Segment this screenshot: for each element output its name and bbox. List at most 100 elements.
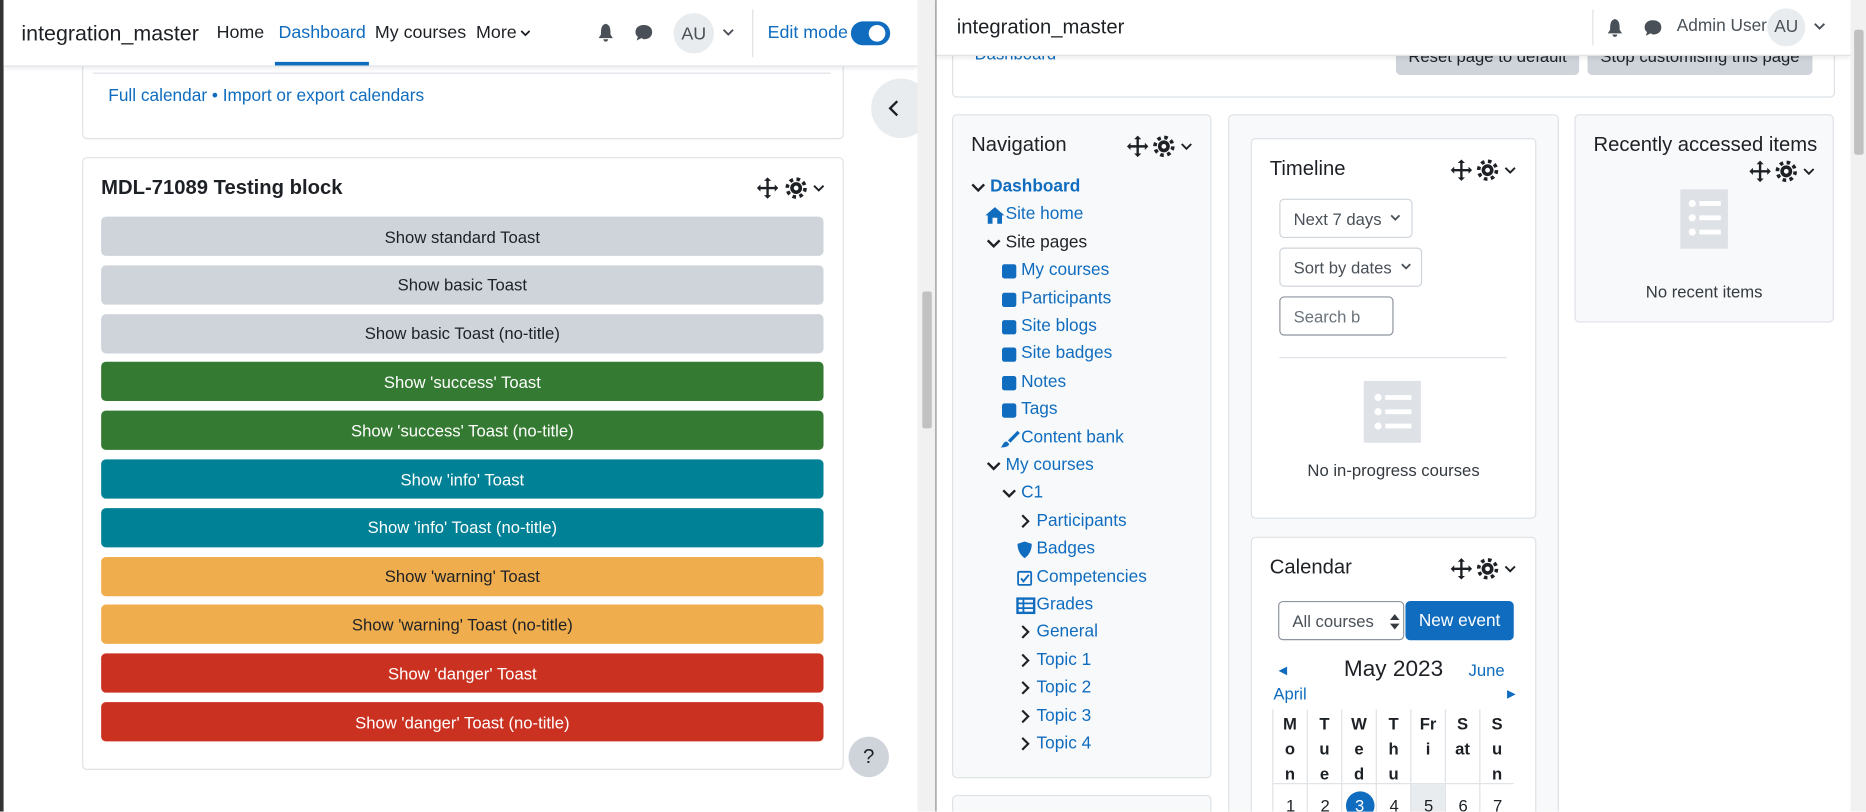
next-arrow[interactable]: ►: [1504, 685, 1519, 703]
nav-link[interactable]: More: [476, 22, 517, 43]
search-input[interactable]: Search b: [1279, 296, 1394, 336]
toast-button[interactable]: Show 'info' Toast: [101, 459, 824, 499]
nav-item[interactable]: C1: [1021, 483, 1044, 503]
chevron: [1390, 214, 1401, 221]
nav-item[interactable]: Topic 1: [1036, 650, 1092, 670]
day-number: 3: [1345, 791, 1374, 812]
toast-button[interactable]: Show 'danger' Toast (no-title): [101, 702, 824, 742]
separator: •: [211, 86, 218, 106]
import-link[interactable]: Import or export calendars: [222, 86, 425, 106]
nav-link[interactable]: Home: [216, 22, 265, 43]
day-cell[interactable]: 2: [1306, 784, 1342, 812]
header-icons[interactable]: [1607, 18, 1668, 39]
course-select[interactable]: All courses: [1278, 600, 1405, 641]
block-controls[interactable]: [1450, 557, 1523, 581]
nav-item[interactable]: Site blogs: [1021, 316, 1097, 336]
nav-link[interactable]: Dashboard: [278, 22, 366, 43]
toast-button[interactable]: Show 'info' Toast (no-title): [101, 507, 824, 548]
left-scrollbar: [917, 0, 936, 812]
nav-item[interactable]: Competencies: [1036, 567, 1147, 587]
toast-button[interactable]: Show 'danger' Toast: [101, 653, 824, 693]
day-cell[interactable]: 6: [1444, 784, 1480, 812]
block-controls[interactable]: [1126, 134, 1199, 158]
day-number: 4: [1389, 796, 1399, 812]
site-name[interactable]: integration_master: [21, 21, 199, 46]
prev-month[interactable]: April: [1273, 684, 1307, 704]
scrollbar-thumb[interactable]: [1854, 29, 1864, 155]
nav-item[interactable]: Site home: [1005, 205, 1084, 225]
nav-item[interactable]: My courses: [1005, 455, 1094, 475]
chevron: [520, 30, 531, 37]
filter-label: Next 7 days: [1293, 208, 1382, 228]
current-month: May 2023: [1343, 656, 1444, 682]
nav-item[interactable]: Dashboard: [990, 177, 1081, 197]
filter-dropdown[interactable]: Sort by dates: [1279, 247, 1423, 287]
nav-item[interactable]: Participants: [1036, 511, 1127, 531]
nav-item[interactable]: General: [1036, 622, 1098, 642]
avatar[interactable]: AU: [1767, 8, 1806, 47]
toast-button[interactable]: Show 'success' Toast: [101, 362, 824, 402]
nav-item[interactable]: Grades: [1036, 595, 1094, 615]
nav-item[interactable]: Topic 2: [1036, 678, 1092, 698]
empty-icon: [1680, 189, 1728, 249]
nav-item[interactable]: Participants: [1021, 288, 1112, 308]
nav-icon: [1016, 597, 1036, 615]
nav-item[interactable]: Notes: [1021, 372, 1067, 392]
day-cell[interactable]: 1: [1272, 784, 1307, 812]
toast-button[interactable]: Show basic Toast (no-title): [101, 313, 824, 353]
calendar-block: Calendar All courses New event ◄ April M…: [1250, 536, 1537, 812]
nav-icon: [1021, 709, 1030, 723]
nav-item[interactable]: Topic 4: [1036, 734, 1092, 754]
weekday-header: Wed: [1341, 709, 1376, 784]
recent-empty: No recent items: [1645, 282, 1763, 302]
day-cell[interactable]: 4: [1375, 784, 1411, 812]
avatar[interactable]: AU: [673, 13, 715, 54]
user-name[interactable]: Admin User: [1676, 16, 1767, 36]
new-event-button[interactable]: New event: [1405, 600, 1514, 641]
nav-icon: [985, 207, 1005, 225]
nav-item[interactable]: My courses: [1021, 260, 1110, 280]
recent-block: Recently accessed items No recent items: [1574, 114, 1834, 323]
toast-button[interactable]: Show basic Toast: [101, 265, 824, 305]
header-icons[interactable]: [598, 23, 659, 44]
day-cell[interactable]: 5: [1410, 784, 1445, 812]
nav-item[interactable]: Badges: [1036, 539, 1096, 559]
full-calendar-link[interactable]: Full calendar: [108, 86, 208, 106]
toast-button[interactable]: Show 'warning' Toast: [101, 556, 824, 596]
toggle-knob: [868, 24, 886, 42]
nav-item[interactable]: Content bank: [1021, 427, 1124, 447]
nav-item[interactable]: Topic 3: [1036, 706, 1092, 726]
nav-icon: [1002, 375, 1017, 391]
select-arrows: [1389, 614, 1400, 630]
block-controls[interactable]: [756, 176, 829, 200]
left-pane: Full calendar • Import or export calenda…: [0, 0, 931, 812]
nav-item[interactable]: Site badges: [1021, 344, 1113, 364]
scrollbar-thumb[interactable]: [922, 291, 932, 429]
block-controls[interactable]: [1450, 158, 1523, 182]
help-button[interactable]: ?: [848, 736, 889, 778]
nav-item[interactable]: Site pages: [1005, 233, 1088, 253]
toast-button[interactable]: Show standard Toast: [101, 216, 824, 256]
toast-button[interactable]: Show 'warning' Toast (no-title): [101, 605, 824, 645]
day-number: 7: [1493, 796, 1503, 812]
calendar-grid-remnant: [92, 0, 831, 74]
nav-icon: [1002, 403, 1017, 418]
prev-arrow[interactable]: ◄: [1275, 661, 1290, 679]
day-cell[interactable]: 7: [1479, 784, 1514, 812]
testing-block: MDL-71089 Testing block Show standard To…: [82, 157, 844, 770]
filter-dropdown[interactable]: Next 7 days: [1279, 198, 1413, 239]
nav-item[interactable]: Tags: [1021, 400, 1058, 420]
nav-icon: [1017, 541, 1032, 559]
day-cell[interactable]: 3: [1341, 784, 1376, 812]
right-header: integration_master Admin User AU: [936, 0, 1851, 56]
edit-mode-toggle[interactable]: [850, 21, 891, 46]
next-month[interactable]: June: [1468, 660, 1505, 680]
nav-link[interactable]: My courses: [374, 22, 467, 43]
divider: [752, 9, 754, 58]
block-controls[interactable]: [1749, 159, 1822, 183]
chevron: [1814, 23, 1826, 30]
toast-button[interactable]: Show 'success' Toast (no-title): [101, 410, 824, 451]
nav-icon: [971, 183, 986, 193]
site-name[interactable]: integration_master: [956, 15, 1125, 39]
